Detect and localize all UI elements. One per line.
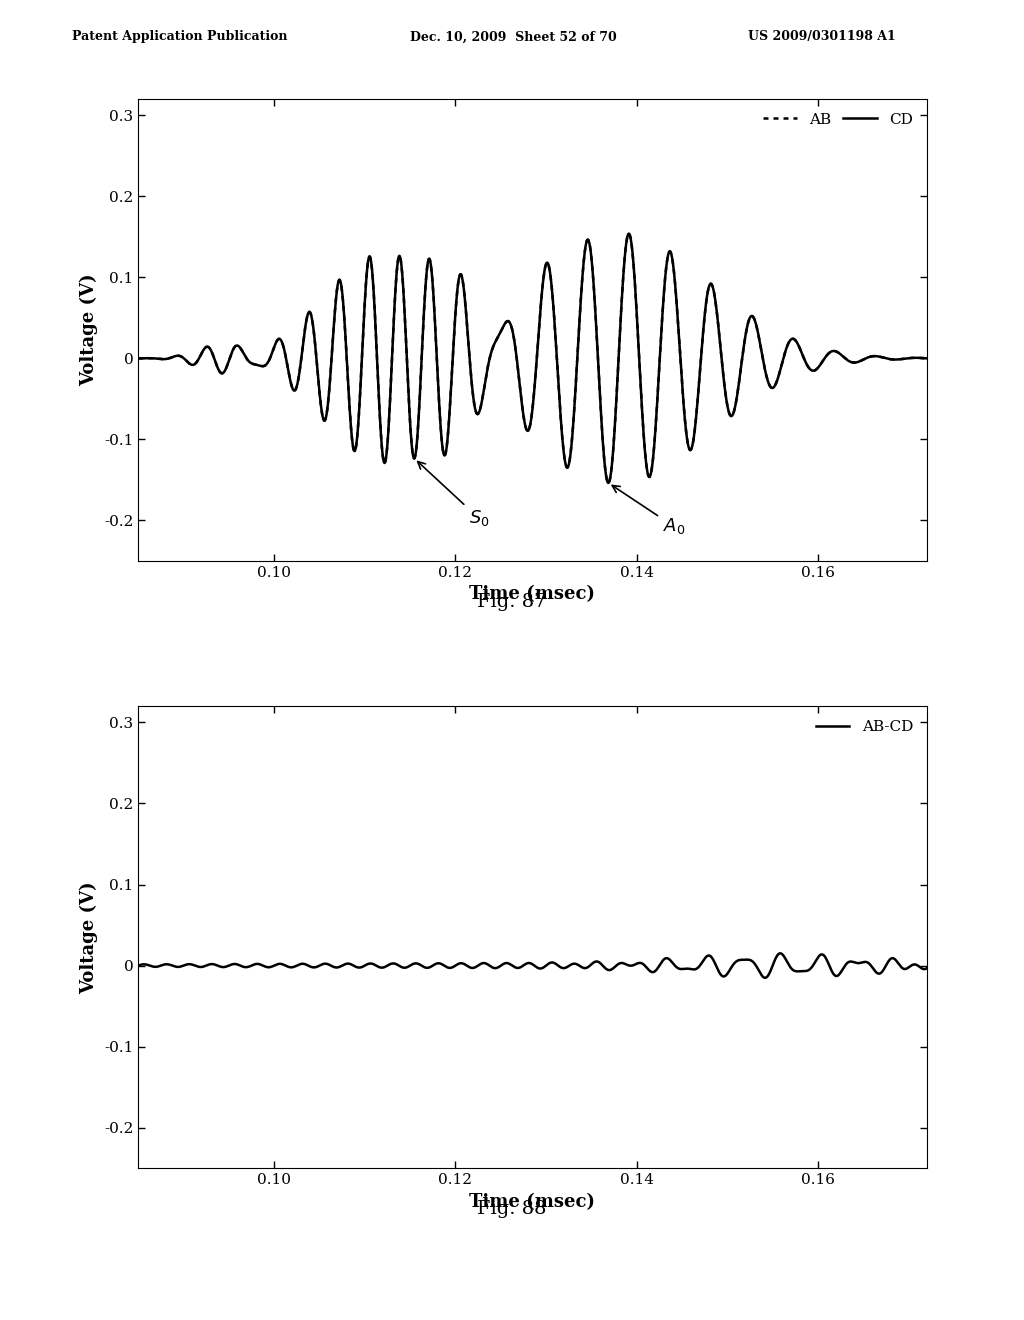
Y-axis label: Voltage (V): Voltage (V) — [80, 880, 98, 994]
Text: Dec. 10, 2009  Sheet 52 of 70: Dec. 10, 2009 Sheet 52 of 70 — [410, 30, 616, 44]
Legend: AB-CD: AB-CD — [810, 714, 920, 741]
Text: Patent Application Publication: Patent Application Publication — [72, 30, 287, 44]
X-axis label: Time (msec): Time (msec) — [469, 585, 596, 603]
Text: US 2009/0301198 A1: US 2009/0301198 A1 — [748, 30, 895, 44]
Text: $A_0$: $A_0$ — [612, 486, 685, 536]
Text: Fig. 88: Fig. 88 — [477, 1200, 547, 1218]
Y-axis label: Voltage (V): Voltage (V) — [80, 273, 98, 387]
X-axis label: Time (msec): Time (msec) — [469, 1192, 596, 1210]
Text: $S_0$: $S_0$ — [418, 462, 489, 528]
Legend: AB, CD: AB, CD — [757, 107, 920, 133]
Text: Fig. 87: Fig. 87 — [477, 593, 547, 611]
